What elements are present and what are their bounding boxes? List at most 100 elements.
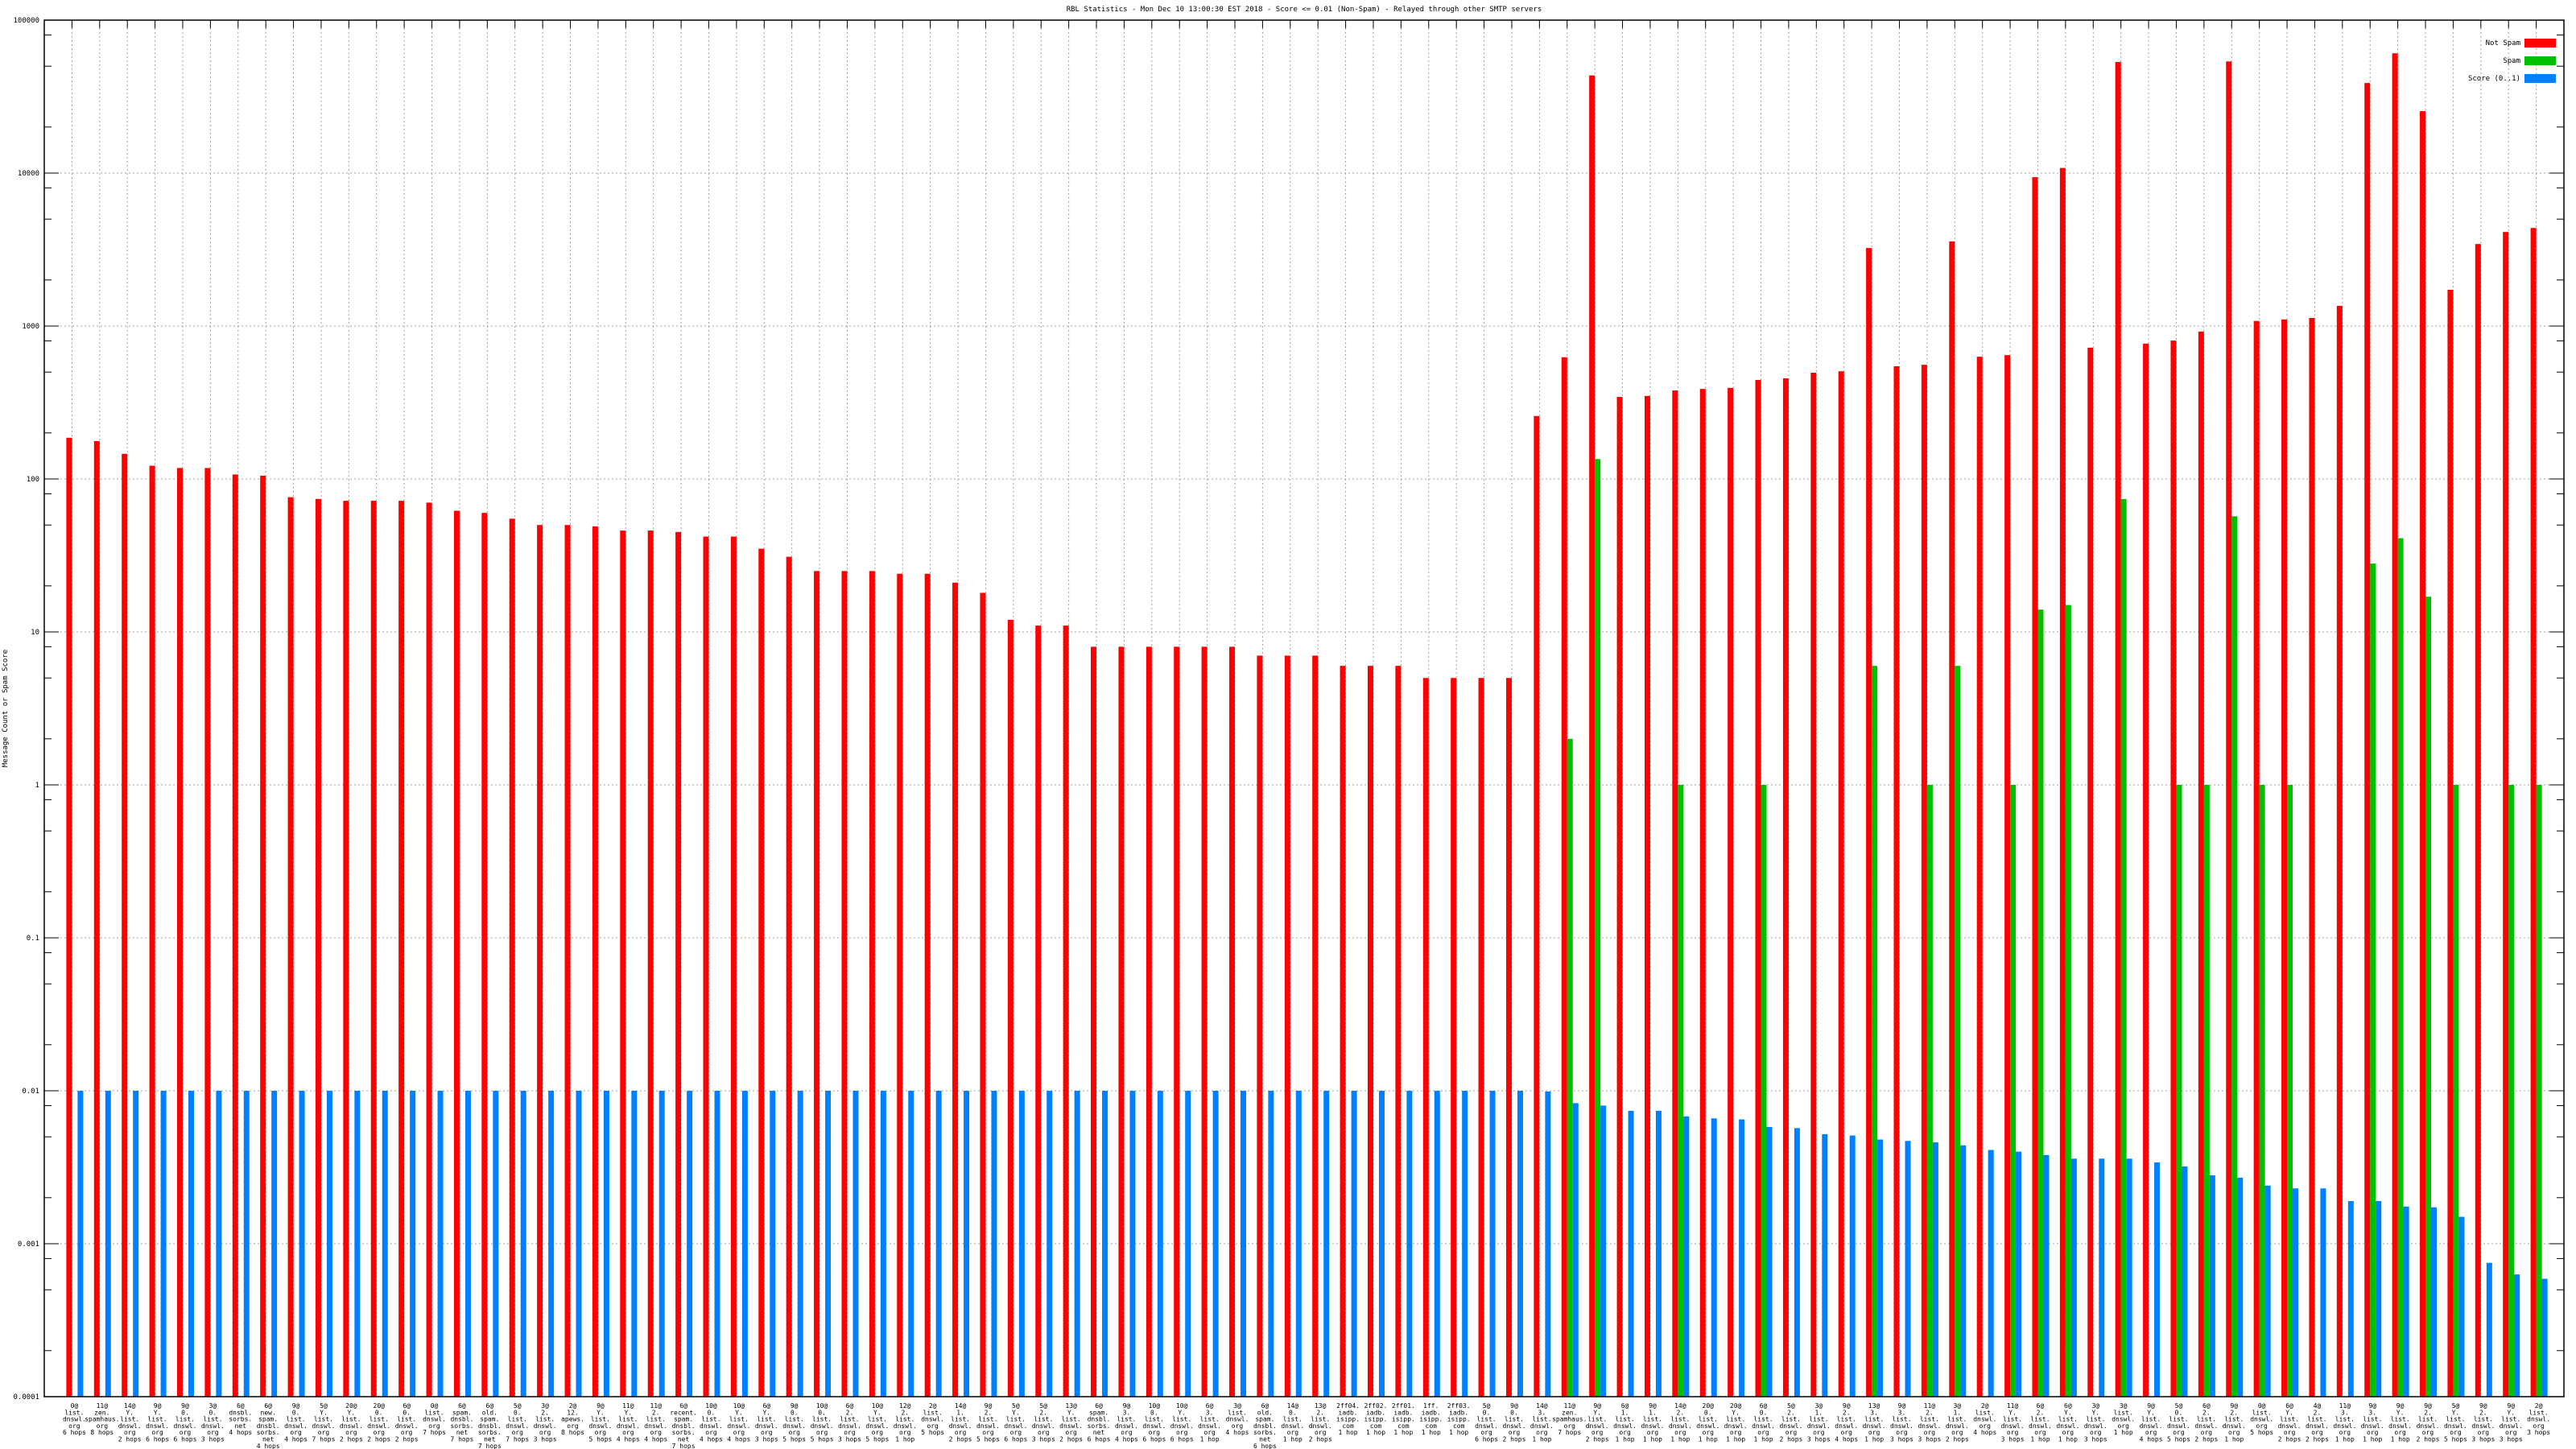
x-category-label-line: 2 hops [2278, 1436, 2301, 1443]
bar-score [2403, 1206, 2409, 1397]
x-category-label-line: 9@ [2507, 1402, 2515, 1410]
x-category-label-line: 5@ [1483, 1402, 1491, 1410]
x-category-label-line: org [1619, 1429, 1631, 1436]
x-category-label-line: 11@ [2007, 1402, 2019, 1410]
x-category-label: 10@ 0. list. dnswl. org 6 hops [1142, 1402, 1166, 1443]
x-category-label-line: 3 hops [2471, 1436, 2495, 1443]
bar-not-spam [1257, 655, 1263, 1397]
bar-score [493, 1091, 499, 1397]
x-category-label: 5@ 2. list. dnswl. org 2 hops [1779, 1402, 1802, 1443]
x-category-label: 11@ Y. list. dnswl. org 3 hops [2001, 1402, 2025, 1443]
x-category-label-line: dnswl. [644, 1422, 667, 1430]
x-category-label-line: 3 hops [2527, 1429, 2550, 1436]
x-category-label-line: 6@ [1206, 1402, 1214, 1410]
bar-not-spam [2198, 331, 2204, 1397]
x-category-label-line: 1 hop [2114, 1429, 2133, 1436]
x-category-label-line: old. [482, 1409, 497, 1416]
x-category-label-line: 1. [956, 1409, 964, 1416]
x-category-label-line: org [2450, 1429, 2462, 1436]
bar-score [520, 1091, 526, 1397]
x-category-label-line: 5 hops [811, 1436, 834, 1443]
x-category-label-line: net [262, 1436, 275, 1443]
x-category-label-line: 6 hops [1088, 1436, 1111, 1443]
x-category-label: 9@ 2. list. dnswl. org 3 hops [2471, 1402, 2495, 1443]
x-category-label-line: 2 hops [367, 1436, 390, 1443]
y-axis-label: Message Count or Spam Score [2, 650, 10, 767]
x-category-label-line: list. [1975, 1409, 1995, 1416]
x-category-label-line: 14@ [1674, 1402, 1686, 1410]
x-category-label-line: dnswl. [1863, 1422, 1886, 1430]
x-category-label-line: 0. [1483, 1409, 1491, 1416]
x-category-label-line: sorbs. [1253, 1429, 1277, 1436]
x-category-label-line: org [816, 1429, 828, 1436]
x-category-label-line: org [1149, 1429, 1161, 1436]
x-category-label-line: 6 hops [1142, 1436, 1166, 1443]
x-category-label-line: list. [1006, 1416, 1026, 1423]
bar-score [1711, 1118, 1717, 1397]
x-category-label-line: Y. [624, 1409, 632, 1416]
bar-score [354, 1091, 361, 1397]
bar-score [2043, 1154, 2050, 1397]
x-category-label: 11@ zen. spamhaus. org 7 hops [1552, 1402, 1587, 1436]
x-category-label-line: isipp. [1336, 1416, 1360, 1423]
bar-not-spam [1367, 666, 1373, 1397]
x-category-label-line: dnswl. [174, 1422, 197, 1430]
legend: Not Spam Spam Score (0..1) [2468, 39, 2556, 83]
x-category-label-line: 2. [846, 1409, 854, 1416]
x-category-label-line: 1 hop [1643, 1436, 1662, 1443]
bar-score [1960, 1145, 1967, 1397]
bar-spam [1761, 785, 1767, 1397]
bar-not-spam [564, 525, 571, 1397]
x-category-label-line: 1 hop [1726, 1436, 1745, 1443]
bar-score [1794, 1128, 1800, 1397]
x-category-label-line: com [1397, 1422, 1410, 1430]
x-category-label: 9@ 2. list. dnswl. org 1 hop [2223, 1402, 2246, 1443]
x-category-label-line: 6 hops [174, 1436, 197, 1443]
bar-score [991, 1091, 997, 1397]
x-category-label: 3@ 2. list. dnswl. org 3 hops [534, 1402, 557, 1443]
x-category-label-line: dnswl. [2444, 1422, 2467, 1430]
x-category-label-line: iadb. [1422, 1409, 1441, 1416]
x-category-label-line: org [1951, 1429, 1963, 1436]
plot-frame [43, 19, 2565, 1397]
x-category-label: 2@ list. dnswl. org 5 hops [921, 1402, 944, 1436]
x-category-label-line: org [428, 1422, 440, 1430]
x-category-label-line: 6@ [402, 1402, 411, 1410]
bar-score [576, 1091, 582, 1397]
x-category-label-line: list. [1837, 1416, 1856, 1423]
x-category-label: 9@ Y. list. dnswl. org 2 hops [1586, 1402, 1609, 1443]
bar-score [1849, 1135, 1856, 1397]
bar-not-spam [1146, 646, 1152, 1397]
x-category-label-line: 1 hop [1753, 1436, 1773, 1443]
bar-not-spam [647, 530, 654, 1397]
x-category-label: 12@ 2. list. dnswl. org 1 hop [894, 1402, 917, 1443]
bar-score [1683, 1116, 1690, 1397]
bar-score [1905, 1141, 1911, 1397]
x-category-label-line: org [1065, 1429, 1077, 1436]
x-category-label-line: 4@ [2314, 1402, 2322, 1410]
x-category-label-line: list. [2058, 1416, 2078, 1423]
x-category-label-line: dnswl. [1586, 1422, 1609, 1430]
x-category-label: 2@ list. dnswl. org 3 hops [2527, 1402, 2550, 1436]
x-category-label-line: 2. [901, 1409, 909, 1416]
bar-not-spam [1312, 655, 1319, 1397]
x-category-label-line: 1 hop [2335, 1436, 2355, 1443]
bar-not-spam [980, 592, 986, 1397]
x-category-label-line: 11@ [97, 1402, 109, 1410]
x-category-label-line: 9@ [2396, 1402, 2405, 1410]
chart-title: RBL Statistics - Mon Dec 10 13:00:30 EST… [1067, 6, 1542, 14]
x-category-label-line: org [290, 1429, 302, 1436]
x-category-label-line: org [1121, 1429, 1133, 1436]
x-category-label-line: 3. [2341, 1409, 2349, 1416]
x-category-label-line: dnswl. [588, 1422, 612, 1430]
x-category-label-line: dnswl. [1669, 1422, 1692, 1430]
x-category-label-line: 2. [2230, 1409, 2238, 1416]
x-category-label-line: list. [175, 1416, 195, 1423]
x-category-label-line: 3. [1898, 1409, 1906, 1416]
bar-score [687, 1091, 693, 1397]
x-category-label: 2ff02. iadb. isipp. com 1 hop [1364, 1402, 1388, 1436]
x-category-label-line: dnswl. [146, 1422, 169, 1430]
y-tick-label: 1 [35, 782, 39, 790]
bar-score [1600, 1105, 1607, 1397]
x-category-label-line: 5@ [2175, 1402, 2183, 1410]
